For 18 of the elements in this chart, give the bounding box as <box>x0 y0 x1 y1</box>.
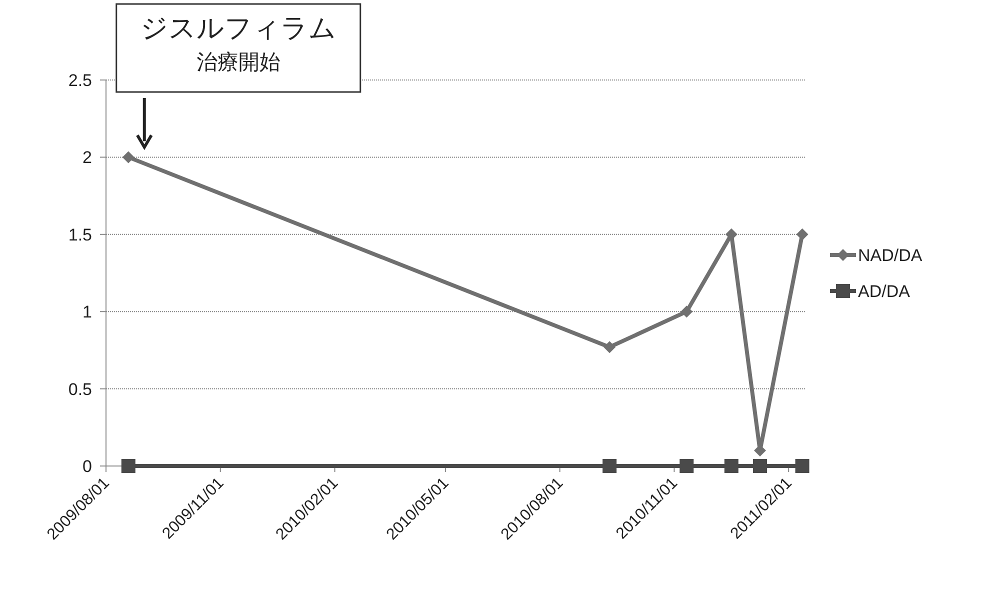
y-tick-label: 2 <box>82 148 92 168</box>
legend-label: NAD/DA <box>858 246 923 265</box>
point <box>724 459 738 473</box>
y-tick-label: 0 <box>82 457 92 476</box>
point <box>604 341 616 354</box>
y-tick-label: 1 <box>82 302 92 322</box>
point <box>680 306 693 318</box>
y-tick-label: 1.5 <box>68 225 92 244</box>
point <box>680 459 694 473</box>
legend-label: AD/DA <box>858 282 911 301</box>
point <box>795 459 810 473</box>
point <box>752 459 767 473</box>
y-tick-label: 0.5 <box>68 380 92 399</box>
point <box>122 151 134 164</box>
point <box>602 459 617 473</box>
point <box>796 228 808 240</box>
point <box>121 459 136 473</box>
y-tick-label: 2.5 <box>68 71 92 90</box>
